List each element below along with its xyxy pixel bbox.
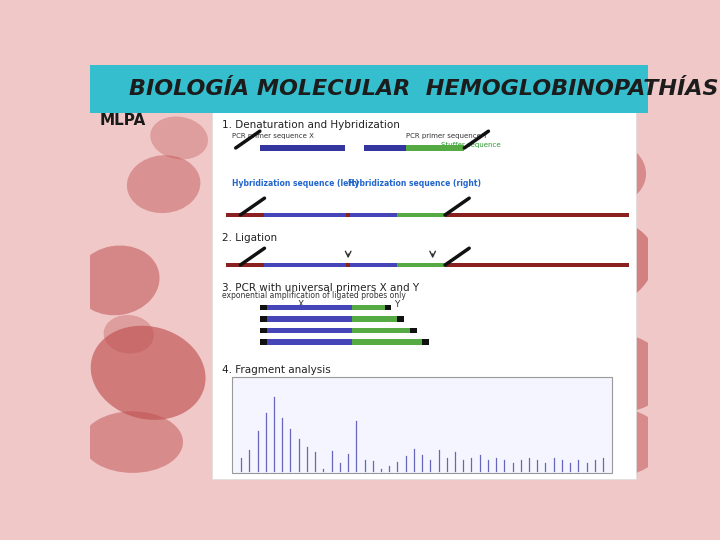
Text: PCR primer sequence X: PCR primer sequence X — [232, 132, 314, 139]
Bar — [264, 213, 346, 217]
Text: exponential amplification of ligated probes only: exponential amplification of ligated pro… — [222, 291, 405, 300]
Text: 1. Denaturation and Hybridization: 1. Denaturation and Hybridization — [222, 120, 400, 130]
Bar — [232, 377, 612, 473]
Bar — [212, 110, 636, 479]
Bar — [397, 262, 445, 267]
Bar — [406, 145, 464, 151]
Bar — [266, 328, 352, 333]
Bar — [410, 328, 417, 333]
Text: X: X — [298, 300, 304, 309]
Text: MLPA: MLPA — [99, 113, 145, 129]
Text: PCR primer sequence Y: PCR primer sequence Y — [406, 132, 487, 139]
Bar — [260, 339, 266, 345]
Bar — [352, 305, 384, 310]
Bar — [226, 263, 629, 267]
Bar — [352, 339, 422, 345]
Ellipse shape — [150, 117, 208, 159]
Bar — [266, 339, 352, 345]
Text: BIOLOGÍA MOLECULAR  HEMOGLOBINOPATHÍAS: BIOLOGÍA MOLECULAR HEMOGLOBINOPATHÍAS — [129, 79, 719, 99]
Ellipse shape — [563, 408, 664, 477]
Text: Hybridization sequence (right): Hybridization sequence (right) — [348, 179, 481, 188]
Bar — [266, 316, 352, 322]
Bar — [226, 213, 629, 217]
Ellipse shape — [575, 334, 667, 411]
Bar — [351, 213, 397, 217]
Ellipse shape — [82, 411, 183, 473]
Ellipse shape — [564, 140, 646, 205]
Bar — [266, 305, 352, 310]
Ellipse shape — [75, 246, 160, 315]
Bar — [351, 262, 397, 267]
Text: 2. Ligation: 2. Ligation — [222, 233, 277, 242]
Bar — [422, 339, 428, 345]
Bar — [397, 316, 404, 322]
Ellipse shape — [575, 316, 629, 360]
Ellipse shape — [530, 394, 595, 444]
Text: 3. PCR with universal primers X and Y: 3. PCR with universal primers X and Y — [222, 283, 419, 293]
Ellipse shape — [127, 155, 200, 213]
Text: Hybridization sequence (left): Hybridization sequence (left) — [232, 179, 359, 188]
Bar — [260, 328, 266, 333]
Bar — [352, 328, 410, 333]
Text: 4. Fragment analysis: 4. Fragment analysis — [222, 365, 330, 375]
Bar — [260, 145, 345, 151]
Bar — [397, 213, 445, 217]
Bar — [264, 262, 346, 267]
Bar — [260, 305, 266, 310]
Text: Stuffer sequence: Stuffer sequence — [441, 142, 500, 148]
Ellipse shape — [104, 315, 154, 354]
Bar — [352, 316, 397, 322]
Ellipse shape — [91, 326, 205, 420]
Bar — [384, 305, 392, 310]
Ellipse shape — [549, 221, 654, 309]
Bar — [90, 65, 648, 112]
Bar — [260, 316, 266, 322]
Bar — [364, 145, 406, 151]
Text: Y: Y — [394, 300, 399, 309]
